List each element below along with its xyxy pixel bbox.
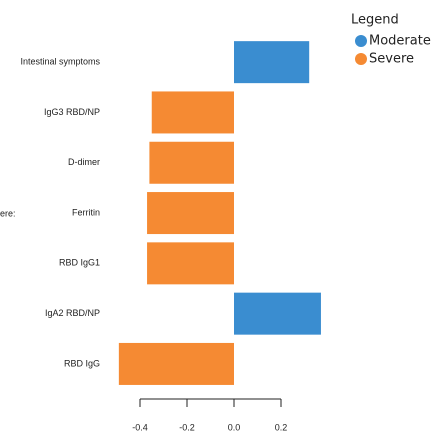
bar — [151, 91, 234, 134]
y-tick-label: IgA2 RBD/NP — [45, 308, 100, 318]
x-tick-label: -0.4 — [132, 422, 148, 432]
legend-title: Legend — [351, 13, 399, 28]
legend-swatch — [355, 53, 367, 65]
legend-label: Moderate — [369, 34, 431, 49]
x-tick-label: 0.2 — [275, 422, 288, 432]
y-tick-label: D-dimer — [68, 157, 100, 167]
annotation: ere: — [0, 208, 16, 218]
bar — [147, 192, 234, 235]
y-tick-label: Ferritin — [72, 207, 100, 217]
x-tick-label: -0.2 — [179, 422, 195, 432]
y-tick-label: RBD IgG1 — [59, 258, 100, 268]
bar — [234, 292, 321, 335]
y-tick-label: IgG3 RBD/NP — [44, 107, 100, 117]
y-tick-label: Intestinal symptoms — [20, 57, 100, 67]
y-tick-label: RBD IgG — [64, 358, 100, 368]
x-tick-label: 0.0 — [228, 422, 241, 432]
legend-swatch — [355, 35, 367, 47]
legend-label: Severe — [369, 52, 414, 67]
bar — [234, 41, 310, 84]
bar — [149, 141, 234, 184]
bar — [118, 342, 234, 385]
bar — [147, 242, 234, 285]
